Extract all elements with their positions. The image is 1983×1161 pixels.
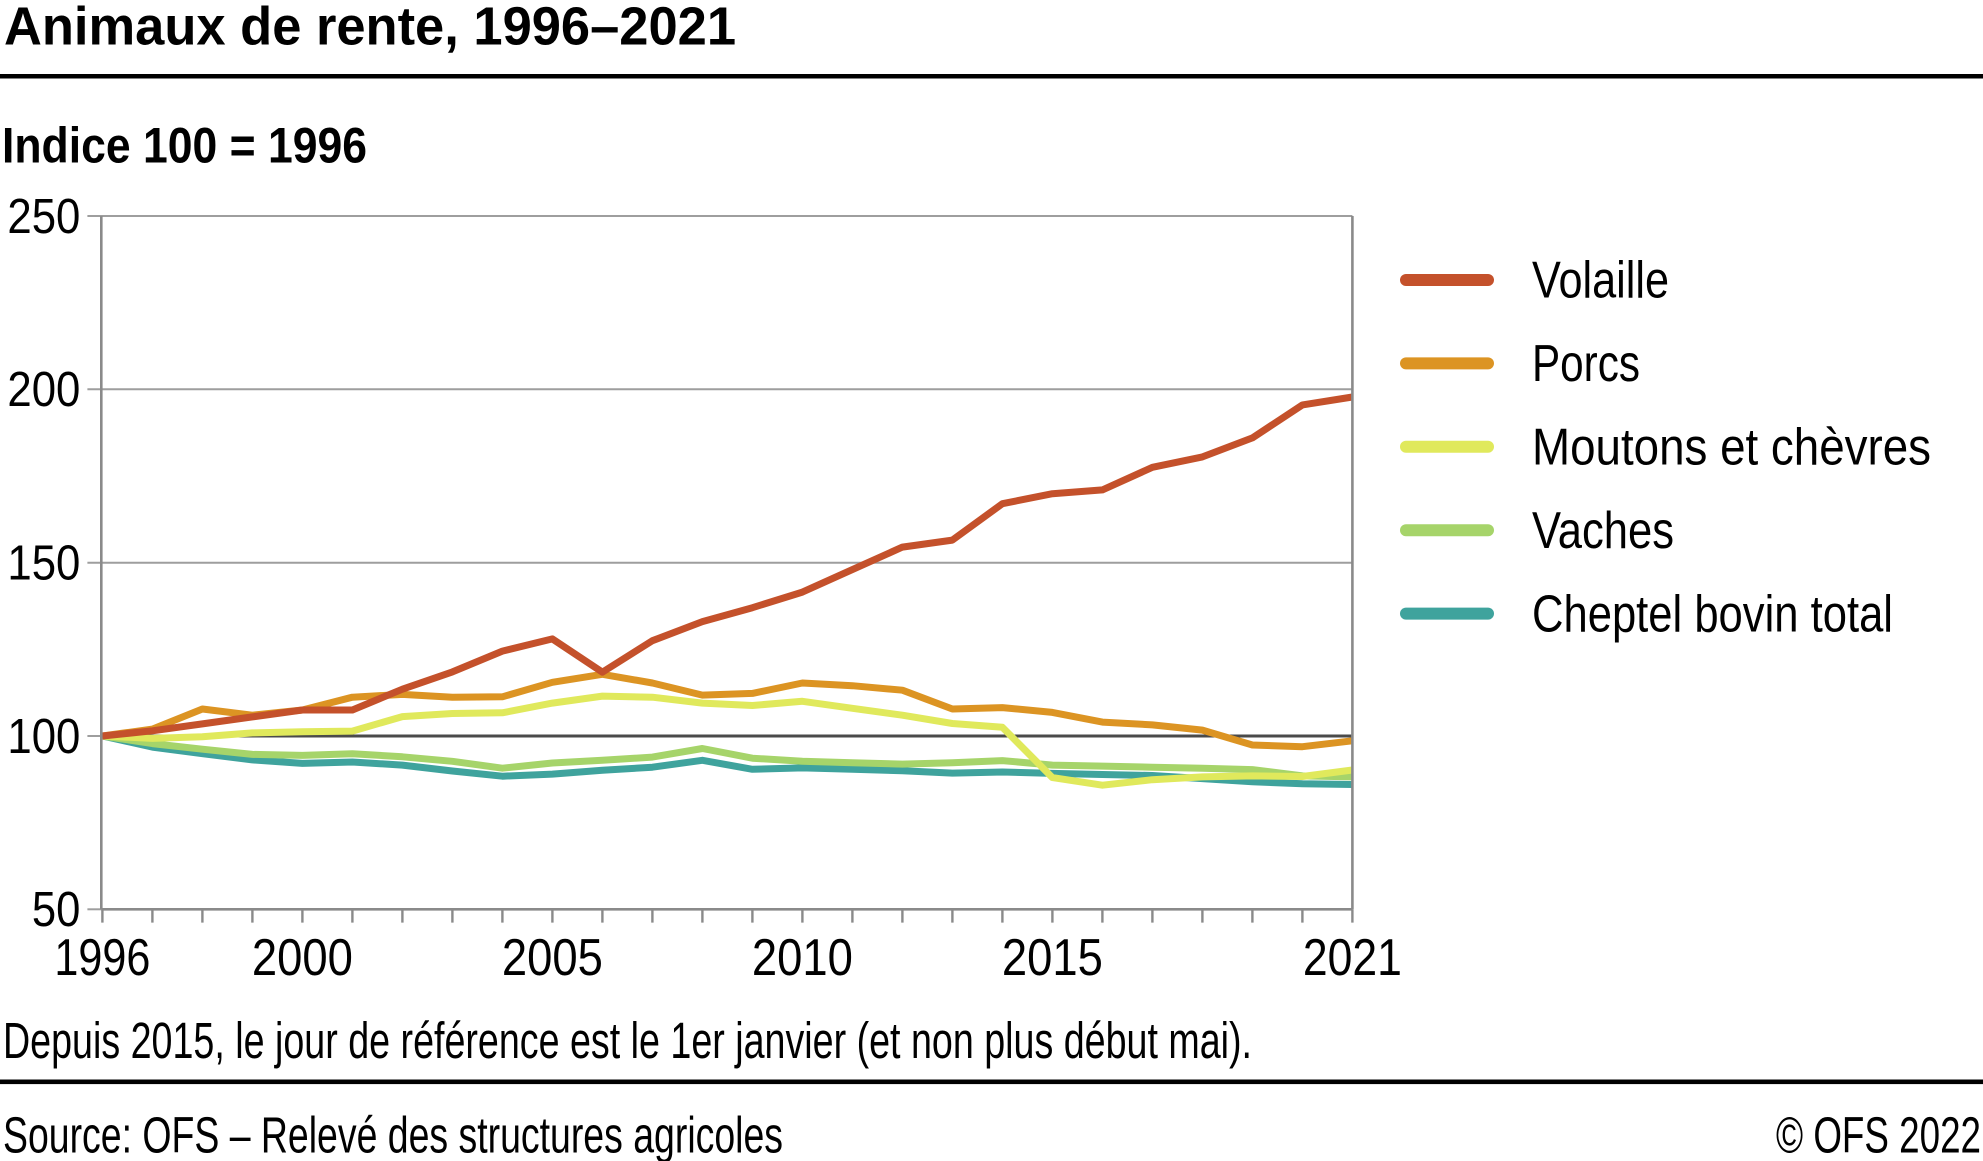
svg-text:100: 100	[7, 710, 80, 764]
svg-text:2000: 2000	[252, 929, 353, 987]
svg-text:150: 150	[7, 537, 80, 591]
svg-text:2015: 2015	[1002, 929, 1103, 987]
svg-text:1996: 1996	[54, 929, 150, 987]
svg-text:Animaux de rente, 1996–2021: Animaux de rente, 1996–2021	[4, 0, 736, 56]
svg-text:200: 200	[7, 363, 80, 417]
svg-text:2005: 2005	[502, 929, 603, 987]
svg-text:Volaille: Volaille	[1532, 252, 1669, 310]
svg-text:250: 250	[7, 190, 80, 244]
svg-text:Moutons et chèvres: Moutons et chèvres	[1532, 419, 1931, 477]
svg-text:Source: OFS – Relevé des struc: Source: OFS – Relevé des structures agri…	[3, 1106, 783, 1161]
svg-text:Indice 100 = 1996: Indice 100 = 1996	[2, 117, 367, 173]
svg-text:Depuis 2015, le jour de référe: Depuis 2015, le jour de référence est le…	[3, 1012, 1252, 1069]
svg-text:© OFS 2022: © OFS 2022	[1776, 1106, 1981, 1161]
svg-text:Vaches: Vaches	[1532, 502, 1674, 560]
svg-text:Cheptel bovin total: Cheptel bovin total	[1532, 585, 1893, 643]
svg-text:Porcs: Porcs	[1532, 335, 1640, 393]
svg-text:50: 50	[32, 883, 81, 937]
svg-text:2021: 2021	[1303, 929, 1402, 987]
svg-text:2010: 2010	[752, 929, 853, 987]
